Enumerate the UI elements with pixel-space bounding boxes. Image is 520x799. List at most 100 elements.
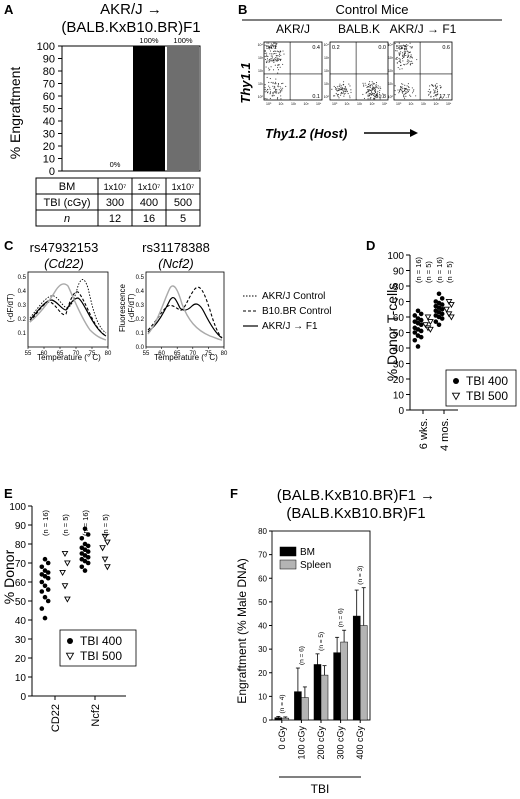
flow-event-dot [275,57,277,59]
data-point-tbi400 [79,564,85,570]
flow-event-dot [344,91,347,93]
flow-event-dot [412,90,414,92]
flow-event-dot [379,86,381,88]
flow-event-dot [408,86,410,89]
flow-event-dot [344,86,346,88]
flow-event-dot [338,93,340,96]
flow-event-dot [407,83,409,85]
n-label: (n = 5) [318,632,325,651]
flow-event-dot [268,48,270,50]
flow-event-dot [377,90,379,92]
data-point-tbi400 [79,536,85,541]
flow-event-dot [365,92,367,94]
flow-event-dot [266,62,268,64]
flow-event-dot [335,92,337,95]
flow-event-dot [428,88,430,90]
y-tick-label: 60 [258,574,267,583]
flow-event-dot [433,90,436,92]
data-point-tbi500 [101,533,109,540]
flow-event-dot [340,87,342,89]
flow-event-dot [394,94,396,96]
flow-event-dot [367,86,369,88]
flow-event-dot [350,89,352,91]
flow-event-dot [269,91,272,93]
data-point-tbi500 [104,539,111,546]
table-cell: 1x10⁷ [138,182,161,192]
flow-axis-tick-label: 10¹ [345,102,351,106]
data-point-tbi400 [418,317,424,323]
data-point-tbi500 [59,569,66,577]
x-tick-label: 300 cGy [336,726,346,760]
flow-event-dot [403,93,405,95]
flow-event-dot [402,44,405,46]
flow-event-dot [403,94,405,96]
n-label: (n = 5) [424,261,433,283]
flow-event-dot [374,89,376,92]
flow-axis-tick-label: 10⁰ [324,95,330,99]
flow-event-dot [343,88,345,90]
n-label: (n = 16) [81,509,90,536]
flow-axis-tick-label: 10² [291,102,297,106]
flow-event-dot [407,91,409,93]
flow-event-dot [440,95,442,97]
flow-event-dot [394,90,396,92]
flow-event-dot [272,69,275,71]
flow-event-dot [403,55,405,57]
flow-event-dot [270,47,272,49]
y-tick-label: 0 [49,166,55,178]
legend-label: Spleen [300,560,331,571]
x-tick-label: 400 cGy [355,726,365,760]
data-point-tbi400 [45,587,51,592]
flow-event-dot [403,87,405,89]
flow-event-dot [346,88,348,90]
flow-event-dot [279,58,281,61]
flow-event-dot [401,91,403,93]
y-tick-label: 0.4 [18,289,27,295]
data-point-tbi400 [82,526,88,532]
flow-event-dot [375,85,377,87]
flow-event-dot [280,51,282,53]
panel-a-title-line1: AKR/J → [100,1,162,18]
flow-event-dot [402,55,404,57]
quadrant-value: 0.6 [442,45,450,51]
flow-event-dot [275,81,277,83]
data-point-tbi400 [439,302,445,307]
flow-event-dot [403,95,405,97]
flow-plot-title: BALB.K [338,22,380,36]
c1-curve-f1 [29,297,107,337]
y-tick-label: 90 [15,521,27,532]
flow-event-dot [439,97,441,99]
panel-d-letter: D [366,238,375,253]
flow-event-dot [406,85,408,87]
flow-event-dot [336,89,338,91]
flow-event-dot [416,59,418,61]
flow-axis-tick-label: 10³ [258,56,264,60]
flow-event-dot [340,85,342,87]
flow-event-dot [345,89,347,91]
flow-event-dot [373,83,375,85]
data-point-tbi400 [42,615,48,621]
flow-event-dot [368,85,370,88]
flow-event-dot [405,90,407,92]
data-point-tbi500 [448,302,455,309]
flow-event-dot [406,45,408,47]
flow-event-dot [404,93,406,95]
flow-event-dot [342,89,344,91]
flow-event-dot [413,89,415,91]
panel-c-snp1-id: rs47932153 [30,240,99,255]
flow-event-dot [343,93,345,95]
flow-event-dot [277,69,279,71]
panel-a-title-line2: (BALB.KxB10.BR)F1 [61,19,200,36]
flow-event-dot [268,69,270,71]
flow-event-dot [269,89,271,91]
legend-label: B10.BR Control [262,306,331,317]
flow-event-dot [398,52,400,54]
flow-event-dot [376,87,378,89]
flow-event-dot [272,53,274,55]
flow-event-dot [271,44,273,46]
flow-event-dot [270,66,272,68]
flow-event-dot [407,61,409,63]
flow-axis-tick-label: 10⁰ [258,95,264,99]
flow-event-dot [372,87,374,89]
bar-bm [313,664,322,721]
